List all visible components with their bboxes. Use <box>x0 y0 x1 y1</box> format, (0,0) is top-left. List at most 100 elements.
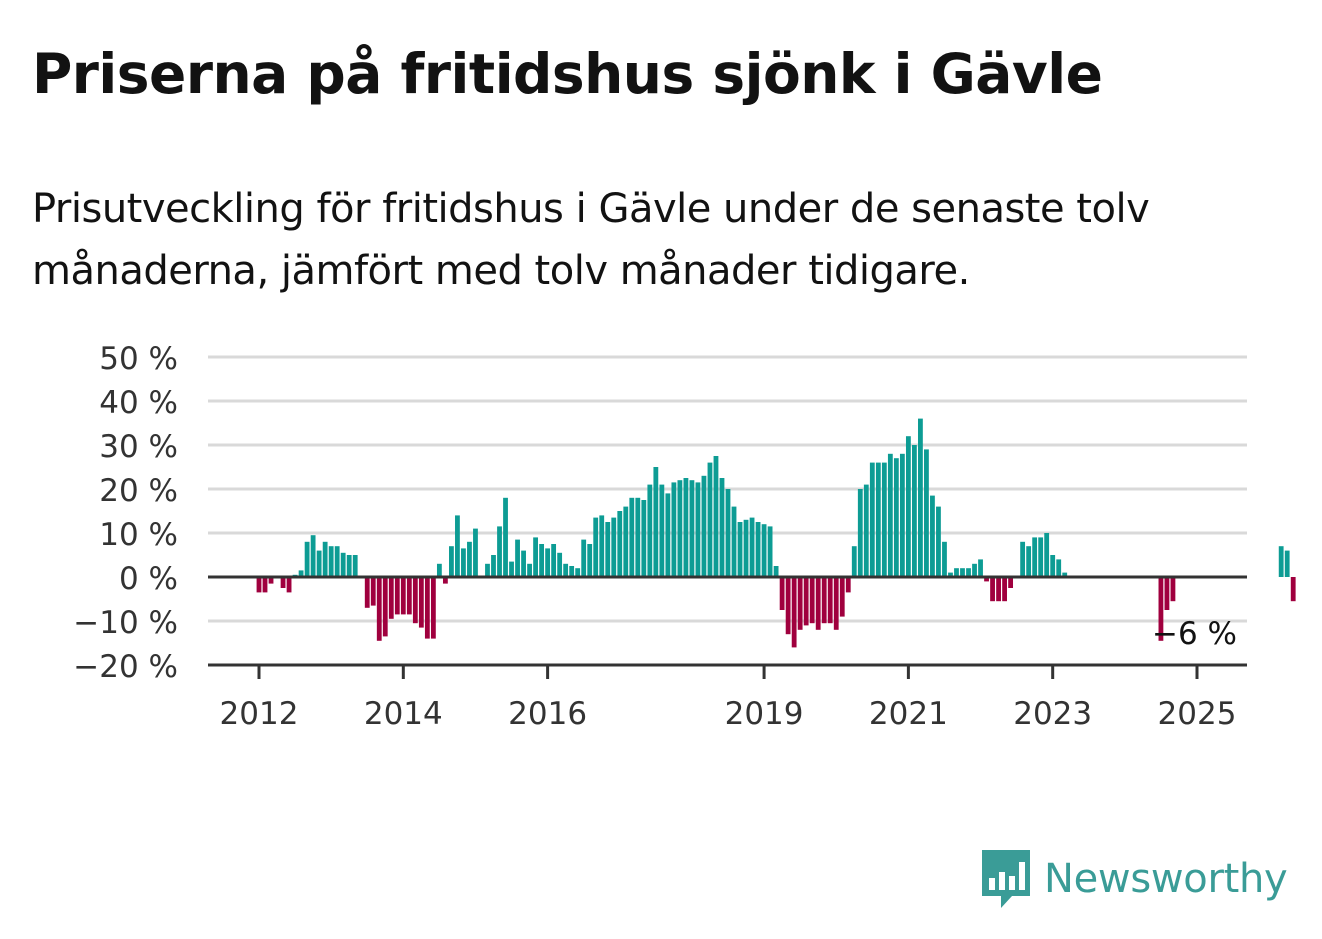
bar <box>978 559 983 577</box>
bar <box>340 552 346 577</box>
bar <box>461 548 466 577</box>
bars <box>256 418 1296 648</box>
bar <box>785 577 791 635</box>
bar <box>376 577 382 641</box>
bar <box>629 497 635 577</box>
bar <box>623 506 629 577</box>
x-tick-label: 2016 <box>508 696 587 732</box>
bar <box>262 577 268 593</box>
bar <box>442 577 448 584</box>
x-tick-label: 2021 <box>869 696 948 732</box>
bar <box>611 517 617 577</box>
y-tick-label: 20 % <box>99 473 178 509</box>
bar <box>635 497 641 577</box>
bar <box>382 577 388 637</box>
chart-subtitle: Prisutveckling för fritidshus i Gävle un… <box>32 186 1150 294</box>
bar <box>400 577 406 615</box>
bar <box>653 467 659 577</box>
bar <box>966 568 971 577</box>
bar <box>545 548 551 577</box>
bar <box>1008 577 1014 588</box>
bar <box>948 572 953 577</box>
bar <box>467 541 472 577</box>
bar <box>298 570 304 577</box>
bar <box>773 566 779 577</box>
bar <box>491 555 496 577</box>
bar <box>1284 550 1290 577</box>
bar <box>695 482 701 577</box>
x-axis-ticks: 2012 2014 2016 2019 2021 2023 2025 <box>220 665 1237 732</box>
bar <box>821 577 827 624</box>
bar <box>503 497 508 577</box>
newsworthy-logo: Newsworthy <box>980 848 1288 910</box>
bar <box>791 577 797 648</box>
bar <box>665 493 671 577</box>
newsworthy-chart-bubble-icon <box>982 850 1030 908</box>
bar <box>827 577 833 624</box>
bar <box>713 456 719 577</box>
bar <box>954 568 959 577</box>
bar <box>304 541 310 577</box>
bar <box>1038 537 1044 577</box>
bar <box>497 526 502 577</box>
bar <box>960 568 965 577</box>
bar <box>1278 546 1284 577</box>
bar <box>743 519 749 577</box>
bar <box>851 546 857 577</box>
bar <box>455 515 460 577</box>
y-tick-label: 10 % <box>99 517 178 553</box>
bar <box>689 480 695 577</box>
bar <box>707 462 713 577</box>
bar <box>719 478 725 577</box>
bar <box>1164 577 1170 610</box>
bar <box>815 577 821 630</box>
bar <box>310 535 316 577</box>
bar <box>394 577 400 615</box>
bar <box>418 577 424 628</box>
bar <box>1020 541 1026 577</box>
bar <box>485 563 490 577</box>
bar <box>563 563 569 577</box>
bar <box>334 546 340 577</box>
bar <box>587 544 593 577</box>
bar <box>569 566 575 577</box>
y-tick-label: 50 % <box>99 341 178 377</box>
bar <box>641 500 647 577</box>
bar <box>803 577 809 626</box>
bar <box>449 546 454 577</box>
bar <box>370 577 376 606</box>
bar <box>316 550 322 577</box>
bar <box>1032 537 1038 577</box>
bar <box>509 561 514 577</box>
bar <box>984 577 989 582</box>
bar <box>388 577 394 619</box>
bar <box>725 489 731 577</box>
bar <box>779 577 785 610</box>
bar-chart: 50 %40 %30 %20 %10 %0 %−10 %−20 % 2012 20… <box>73 341 1296 732</box>
bar <box>893 458 899 577</box>
bar <box>833 577 839 630</box>
bar <box>617 511 623 577</box>
bar <box>911 445 917 577</box>
bar <box>918 418 923 577</box>
bar <box>942 541 947 577</box>
bar <box>749 517 755 577</box>
bar <box>972 563 977 577</box>
bar <box>677 480 683 577</box>
x-tick-label: 2025 <box>1158 696 1237 732</box>
bar <box>839 577 845 617</box>
bar <box>521 550 526 577</box>
bar <box>797 577 803 630</box>
y-tick-label: 0 % <box>119 561 178 597</box>
bar <box>737 522 743 577</box>
bar <box>875 462 881 577</box>
bar <box>436 563 442 577</box>
bar <box>346 555 352 577</box>
bar <box>671 482 677 577</box>
bar <box>1062 572 1068 577</box>
bar <box>761 524 767 577</box>
bar <box>701 475 707 577</box>
bar <box>430 577 436 639</box>
bar <box>647 484 653 577</box>
axes <box>208 575 1247 667</box>
